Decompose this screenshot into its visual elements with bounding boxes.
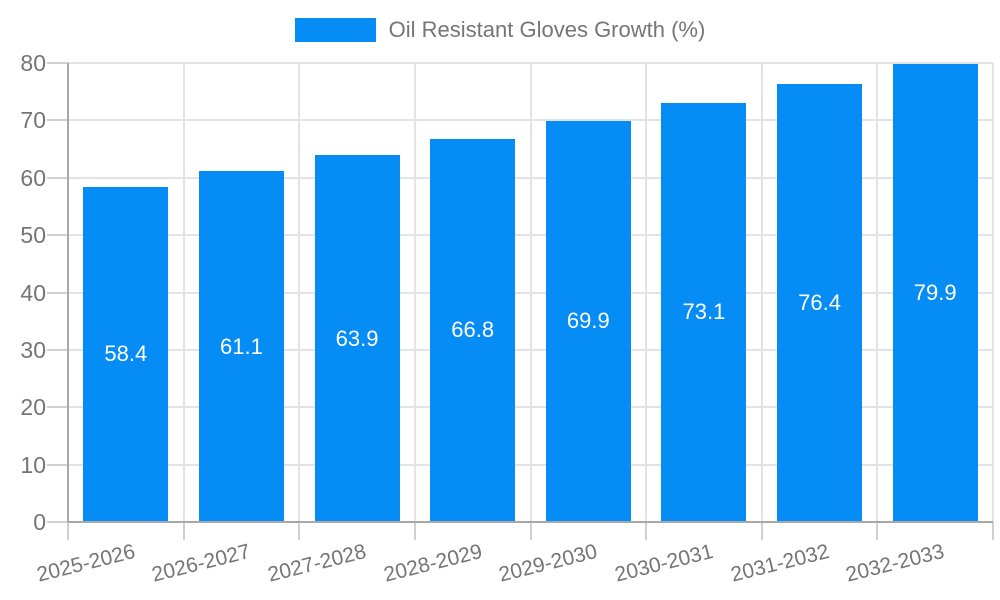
legend[interactable]: Oil Resistant Gloves Growth (%) [0,17,1000,43]
bar[interactable]: 63.9 [314,155,400,522]
bar-value-label: 66.8 [451,317,495,343]
y-axis-label: 20 [20,394,46,421]
y-axis-label: 50 [20,222,46,249]
y-axis-line [67,63,69,522]
x-tick [529,522,532,540]
x-tick [645,522,648,540]
bar-value-label: 76.4 [798,289,841,315]
bar-value-label: 61.1 [220,333,263,359]
x-tick [992,522,994,540]
bar-value-label: 63.9 [335,325,379,351]
x-tick [413,522,416,540]
x-gridline [760,63,763,522]
x-tick [67,522,69,540]
bar[interactable]: 73.1 [661,102,747,522]
x-tick [760,522,763,540]
x-gridline [529,63,532,522]
y-tick [47,521,68,523]
x-tick [182,522,185,540]
y-tick [47,406,68,409]
x-tick [876,522,879,540]
y-axis-label: 10 [20,451,46,478]
x-gridline [645,63,648,522]
bar-value-label: 73.1 [682,299,726,325]
y-axis-label: 30 [20,336,46,363]
y-tick [47,463,68,466]
x-tick [298,522,301,540]
y-axis-label: 0 [33,509,46,535]
bar[interactable]: 69.9 [545,120,631,522]
y-axis-label: 70 [20,107,46,134]
bar[interactable]: 66.8 [430,138,516,522]
y-axis-label: 40 [20,279,46,306]
bar[interactable]: 58.4 [83,186,169,522]
legend-swatch [294,18,376,42]
x-gridline [413,63,416,522]
x-gridline [992,63,994,522]
y-axis-label: 80 [20,50,46,76]
y-tick [47,119,68,122]
y-tick [47,348,68,351]
y-tick [47,176,68,179]
bar-value-label: 79.9 [913,279,957,305]
y-tick [47,234,68,237]
x-gridline [298,63,301,522]
bar-value-label: 69.9 [566,308,610,334]
bar[interactable]: 61.1 [198,171,284,522]
y-tick [47,62,68,64]
bar-value-label: 58.4 [104,341,148,367]
y-tick [47,291,68,294]
bar[interactable]: 76.4 [777,83,863,522]
x-gridline [876,63,879,522]
y-axis-label: 60 [20,164,46,191]
legend-label: Oil Resistant Gloves Growth (%) [388,17,706,42]
bar[interactable]: 79.9 [892,63,978,522]
x-axis-line [68,521,993,523]
x-gridline [182,63,185,522]
